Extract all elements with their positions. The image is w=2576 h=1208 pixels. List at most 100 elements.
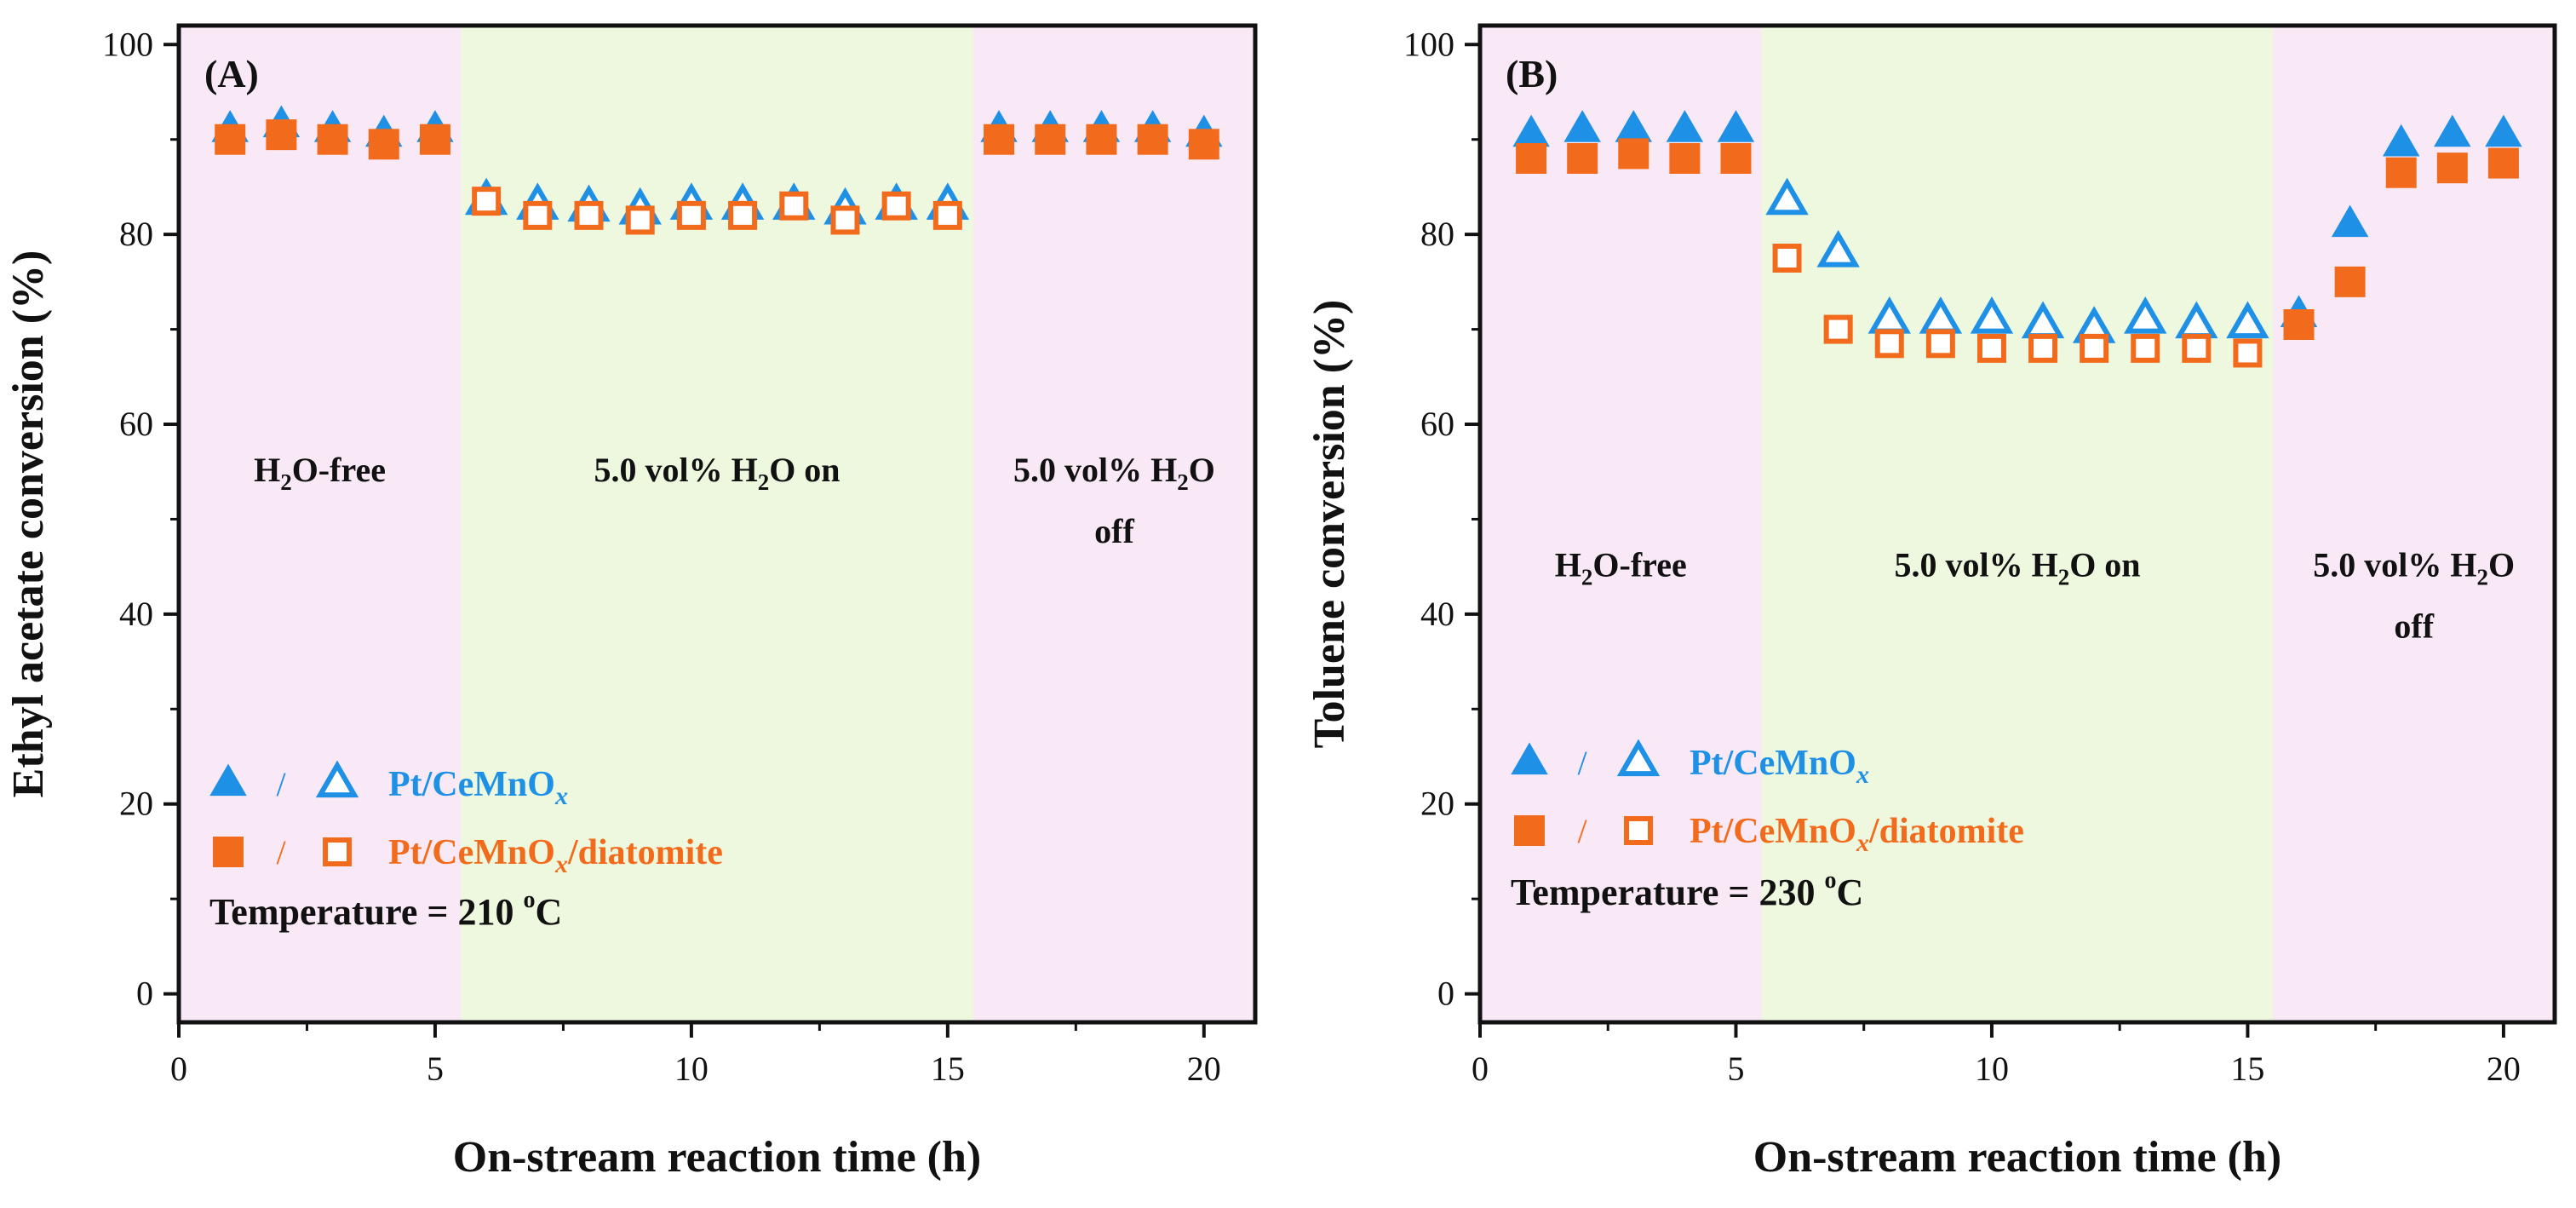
pt-cemnox-point xyxy=(1816,229,1860,267)
pt-cemnox-point xyxy=(2226,301,2269,339)
pt-cemnox-diatomite-point xyxy=(1976,333,2006,363)
pt-cemnox-point xyxy=(2485,114,2522,147)
pt-cemnox-diatomite-point xyxy=(2131,333,2160,363)
legend-marker-filled xyxy=(1511,742,1548,775)
legend-marker-open xyxy=(323,837,352,866)
pt-cemnox-point xyxy=(2434,114,2471,147)
x-tick-label: 15 xyxy=(2230,1050,2264,1088)
pt-cemnox-diatomite-point xyxy=(2334,266,2366,297)
pt-cemnox-diatomite-point xyxy=(1516,143,1547,174)
x-tick-label: 20 xyxy=(2487,1050,2521,1088)
pt-cemnox-diatomite-point xyxy=(1720,143,1752,174)
pt-cemnox-diatomite-point xyxy=(2028,333,2058,363)
pt-cemnox-point xyxy=(1666,110,1704,142)
pt-cemnox-diatomite-point xyxy=(1772,244,1802,273)
y-tick-label: 20 xyxy=(1420,785,1454,823)
y-tick-label: 0 xyxy=(136,975,153,1013)
pt-cemnox-diatomite-point xyxy=(472,187,502,216)
legend-marker-filled xyxy=(213,837,244,867)
pt-cemnox-diatomite-point xyxy=(625,205,655,235)
pt-cemnox-diatomite-point xyxy=(830,205,860,235)
pt-cemnox-diatomite-point xyxy=(2283,309,2315,340)
region-label-3-line2: off xyxy=(1094,512,1134,550)
legend-label: Pt/CeMnOx/diatomite xyxy=(1690,812,2024,857)
x-tick-label: 0 xyxy=(1472,1050,1489,1088)
pt-cemnox-diatomite-point xyxy=(574,200,604,230)
x-tick-label: 5 xyxy=(1727,1050,1744,1088)
region-label-3: 5.0 vol% H2O xyxy=(2313,545,2515,590)
x-axis-title: On-stream reaction time (h) xyxy=(1753,1133,2281,1182)
panel-label: (B) xyxy=(1506,52,1558,95)
legend-separator: / xyxy=(276,765,286,803)
x-tick-label: 20 xyxy=(1187,1050,1221,1088)
pt-cemnox-diatomite-point xyxy=(1137,124,1168,155)
y-tick-label: 100 xyxy=(102,25,153,63)
y-tick-label: 60 xyxy=(119,405,153,443)
panel-b: H2O-free 5.0 vol% H2O on 5.0 vol% H2O off 0 5… xyxy=(1305,23,2557,1182)
region-label-1: H2O-free xyxy=(254,451,386,495)
pt-cemnox-diatomite-point xyxy=(266,119,297,151)
pt-cemnox-diatomite-point xyxy=(1086,124,1117,155)
pt-cemnox-diatomite-point xyxy=(317,124,348,155)
x-tick-label: 5 xyxy=(427,1050,444,1088)
pt-cemnox-diatomite-point xyxy=(1567,143,1598,174)
y-tick-label: 0 xyxy=(1437,975,1454,1013)
y-tick-label: 40 xyxy=(1420,595,1454,633)
x-tick-label: 0 xyxy=(170,1050,187,1088)
region-label-2: 5.0 vol% H2O on xyxy=(1894,545,2140,590)
region-band-2 xyxy=(1761,26,2274,1022)
pt-cemnox-point xyxy=(1970,296,2014,334)
y-tick-label: 20 xyxy=(119,785,153,823)
region-label-3: 5.0 vol% H2O xyxy=(1013,451,1215,495)
pt-cemnox-diatomite-point xyxy=(1925,329,1955,359)
pt-cemnox-diatomite-point xyxy=(728,200,758,230)
pt-cemnox-diatomite-point xyxy=(2487,147,2519,179)
pt-cemnox-diatomite-point xyxy=(2233,338,2263,368)
legend-separator: / xyxy=(1577,744,1587,782)
pt-cemnox-diatomite-point xyxy=(2080,333,2109,363)
pt-cemnox-diatomite-point xyxy=(676,200,706,230)
legend-separator: / xyxy=(1577,812,1587,850)
region-band-3 xyxy=(2273,26,2555,1022)
y-axis-title: Toluene conversion (%) xyxy=(1305,300,1354,749)
pt-cemnox-diatomite-point xyxy=(984,124,1015,155)
legend-label: Pt/CeMnOx/diatomite xyxy=(388,833,723,878)
region-band-1 xyxy=(179,26,462,1022)
temperature-label: Temperature = 210 oC xyxy=(209,887,562,933)
y-tick-label: 40 xyxy=(119,595,153,633)
legend-marker-open xyxy=(315,760,359,798)
legend-separator: / xyxy=(276,833,286,871)
pt-cemnox-diatomite-point xyxy=(2385,157,2417,188)
pt-cemnox-diatomite-point xyxy=(1669,143,1701,174)
y-tick-label: 80 xyxy=(1420,215,1454,253)
pt-cemnox-point xyxy=(2331,204,2369,238)
plot-frame xyxy=(1477,23,2557,1025)
pt-cemnox-diatomite-point xyxy=(881,191,911,221)
plot-frame xyxy=(176,23,1258,1025)
y-tick-label: 60 xyxy=(1420,405,1454,443)
pt-cemnox-diatomite-point xyxy=(2182,333,2212,363)
pt-cemnox-diatomite-point xyxy=(1618,138,1649,170)
x-tick-label: 15 xyxy=(931,1050,965,1088)
pt-cemnox-diatomite-point xyxy=(1823,314,1853,344)
panel-label: (A) xyxy=(204,52,259,95)
panel-a: H2O-free 5.0 vol% H2O on 5.0 vol% H2O off 0 5… xyxy=(4,23,1258,1182)
temperature-label: Temperature = 230 oC xyxy=(1511,867,1863,913)
pt-cemnox-point xyxy=(2124,296,2167,334)
pt-cemnox-diatomite-point xyxy=(419,124,450,155)
region-label-2: 5.0 vol% H2O on xyxy=(594,451,840,495)
pt-cemnox-point xyxy=(2382,124,2420,157)
pt-cemnox-diatomite-point xyxy=(2436,152,2468,184)
pt-cemnox-diatomite-point xyxy=(215,124,246,155)
region-band-3 xyxy=(972,26,1255,1022)
x-axis-title: On-stream reaction time (h) xyxy=(453,1133,981,1182)
x-tick-label: 10 xyxy=(674,1050,709,1088)
y-tick-label: 100 xyxy=(1403,25,1454,63)
y-axis-title: Ethyl acetate conversion (%) xyxy=(4,250,53,798)
pt-cemnox-point xyxy=(1563,110,1601,142)
pt-cemnox-point xyxy=(1765,177,1809,216)
region-band-2 xyxy=(461,26,973,1022)
legend-marker-open xyxy=(1624,816,1653,845)
legend-label: Pt/CeMnOx xyxy=(388,765,568,810)
